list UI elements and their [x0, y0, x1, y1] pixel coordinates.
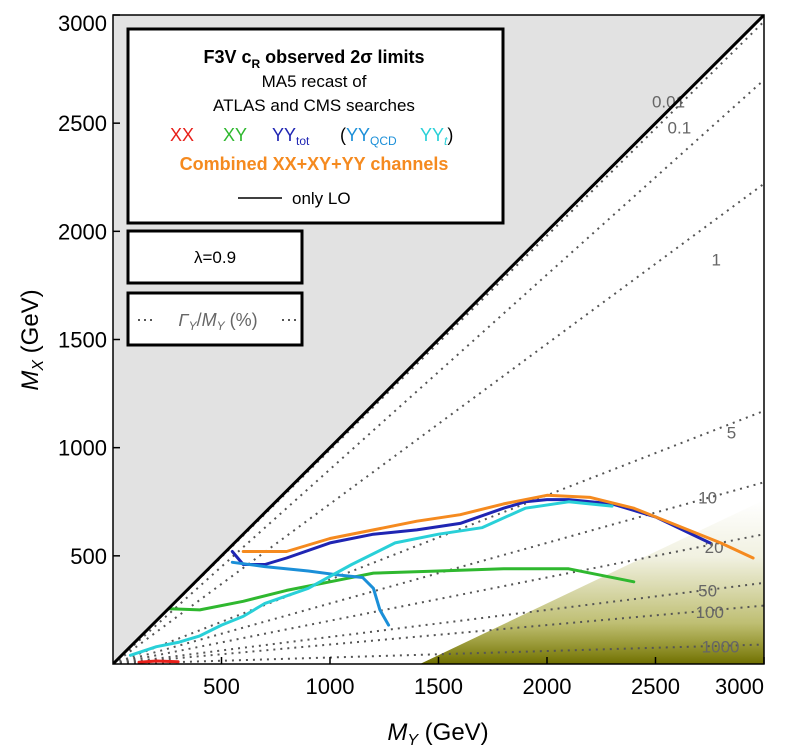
x-tick-label: 1500 — [414, 674, 463, 699]
width-legend-label: ΓY/MY (%) — [178, 310, 257, 333]
y-tick-label: 1000 — [58, 436, 107, 461]
width-shading — [420, 500, 764, 664]
x-tick-label: 3000 — [715, 674, 764, 699]
x-axis: 500 1000 1500 2000 2500 3000 — [203, 657, 765, 699]
y-tick-label: 500 — [70, 544, 107, 569]
width-contour-line — [113, 409, 764, 664]
diagonal-line — [113, 15, 764, 664]
width-contour-label: 100 — [696, 603, 724, 622]
width-contour-line — [113, 182, 764, 664]
legend-yy-t: YYt) — [420, 125, 453, 148]
x-axis-label: MY (GeV) — [387, 719, 488, 749]
limit-curves — [128, 493, 755, 664]
legend-only-lo: only LO — [292, 189, 351, 208]
y-axis-label: MX (GeV) — [17, 289, 47, 390]
x-tick-label: 1000 — [306, 674, 355, 699]
y-tick-label: 1500 — [58, 328, 107, 353]
legend-xx: XX — [170, 125, 194, 145]
y-axis: 500 1000 1500 2000 2500 3000 — [58, 11, 120, 569]
x-tick-label: 500 — [203, 674, 240, 699]
legend-xy: XY — [223, 125, 247, 145]
x-tick-label: 2500 — [631, 674, 680, 699]
legend-subtitle-2: ATLAS and CMS searches — [213, 96, 415, 115]
width-contour-label: 1000 — [702, 638, 740, 657]
width-contour-label: 10 — [698, 488, 717, 507]
width-legend-box — [126, 291, 304, 347]
series-combined — [241, 493, 755, 560]
width-contour-label: 0.01 — [652, 93, 685, 112]
width-contour-line — [113, 581, 764, 664]
series-yy-qcd — [230, 560, 391, 627]
series-yy-tot — [230, 498, 712, 566]
y-tick-label: 2000 — [58, 219, 107, 244]
lambda-label: λ=0.9 — [194, 248, 236, 267]
width-contour-label: 50 — [698, 581, 717, 600]
legend-box — [126, 27, 505, 225]
legend-yy-qcd: (YYQCD — [340, 125, 397, 148]
series-xx — [137, 659, 180, 664]
legend-combined: Combined XX+XY+YY channels — [180, 154, 449, 174]
width-contour-label: 1 — [712, 250, 721, 269]
width-contour-line — [113, 79, 764, 664]
y-tick-label: 3000 — [58, 11, 107, 36]
width-contour-line — [113, 481, 764, 664]
width-contour-label: 5 — [727, 424, 736, 443]
width-contour-label: 0.1 — [668, 118, 692, 137]
lambda-box — [126, 229, 304, 285]
series-yy-t — [128, 500, 614, 657]
y-tick-label: 2500 — [58, 111, 107, 136]
legend-subtitle-1: MA5 recast of — [262, 72, 367, 91]
width-contour-line — [113, 533, 764, 664]
x-tick-label: 2000 — [523, 674, 572, 699]
